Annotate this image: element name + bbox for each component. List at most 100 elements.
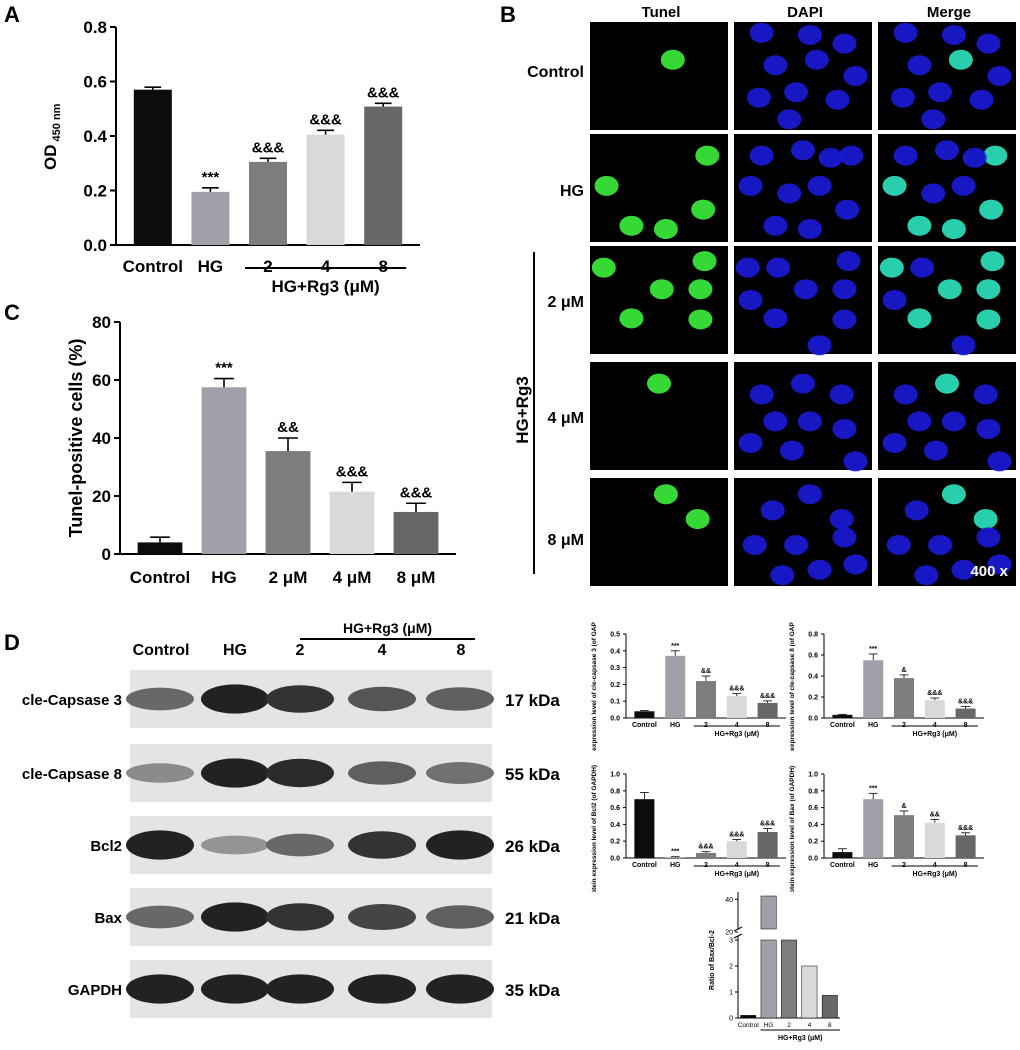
protein-label: cle-Capsase 8 <box>22 766 122 783</box>
row-label-hg: HG <box>560 183 584 200</box>
y-tick-label: 40 <box>92 429 111 448</box>
y-tick-label: 0.2 <box>808 694 818 701</box>
column-header-dapi: DAPI <box>787 4 823 21</box>
nucleus <box>893 22 918 43</box>
nucleus <box>660 49 685 70</box>
significance-label: *** <box>671 643 679 650</box>
y-tick-label: 1 <box>729 990 733 997</box>
x-tick-label: HG <box>764 1022 774 1029</box>
nucleus <box>695 145 720 166</box>
blot-group-label: HG+Rg3 (μM) <box>342 620 433 636</box>
nucleus <box>784 82 809 103</box>
nucleus <box>882 175 907 196</box>
y-tick-label: 80 <box>92 313 111 332</box>
bar-1-upper <box>760 895 777 930</box>
x-tick-label: Control <box>830 722 855 729</box>
protein-label: Bcl2 <box>90 838 122 855</box>
kda-label: 55 kDa <box>505 765 560 784</box>
western-blot-area: cle-Capsase 3 17 kDa cle-Capsase 8 55 kDa Bc… <box>22 670 560 1018</box>
blot-band <box>348 831 416 859</box>
bar-2 <box>695 681 717 718</box>
panel-letter-b: B <box>500 2 516 27</box>
nucleus <box>976 279 1001 300</box>
y-tick-label: 20 <box>725 930 733 937</box>
significance-label: & <box>901 667 906 674</box>
nucleus <box>951 175 976 196</box>
nucleus <box>923 440 948 461</box>
y-axis-label: Relative protein expression level of cle… <box>789 622 796 752</box>
bar-4 <box>364 106 403 245</box>
y-tick-label: 0.4 <box>808 673 818 680</box>
nucleus <box>797 484 822 505</box>
row-label-4um: 4 μM <box>547 410 584 427</box>
y-tick-label: 0.0 <box>808 855 818 862</box>
bar-3 <box>924 700 945 718</box>
panel-letter-c: C <box>4 300 20 325</box>
bar-3 <box>726 696 747 718</box>
y-axis-label: Relative protein expression level of Bax… <box>789 766 796 892</box>
nucleus <box>746 87 771 108</box>
nucleus <box>760 500 785 521</box>
nucleus <box>832 33 857 54</box>
blot-band <box>348 904 416 930</box>
microscopy-grid: 400 x <box>590 22 1016 586</box>
nucleus <box>649 279 674 300</box>
nucleus <box>941 484 966 505</box>
significance-label: &&& <box>958 825 973 832</box>
blot-band <box>266 833 334 857</box>
significance-label: && <box>930 811 940 818</box>
blot-band <box>201 684 269 714</box>
x-tick-label: HG <box>670 862 681 869</box>
bar-1 <box>201 387 247 554</box>
nucleus <box>979 199 1004 220</box>
axis-break-mark <box>733 933 743 939</box>
y-axis-label: Relative protein expression level of Bcl… <box>591 765 598 892</box>
bar-3 <box>801 965 818 1019</box>
nucleus <box>976 309 1001 330</box>
protein-label: cle-Capsase 3 <box>22 692 122 709</box>
y-tick-label: 1.0 <box>610 771 620 778</box>
bar-3 <box>726 841 747 858</box>
blot-band <box>201 758 269 788</box>
y-axis-label-sub: 450 nm <box>51 103 63 144</box>
group-label: HG+Rg3 (μM) <box>715 731 760 738</box>
protein-label: GAPDH <box>68 982 122 999</box>
lane-label-control: Control <box>132 642 190 659</box>
nucleus <box>793 279 818 300</box>
nucleus <box>976 418 1001 439</box>
y-tick-label: 0.6 <box>83 72 107 91</box>
y-tick-label: 2 <box>729 964 733 971</box>
nucleus <box>742 534 767 555</box>
micro-image-tunel-row-0 <box>590 22 728 130</box>
panel-letter-d: D <box>4 630 20 655</box>
bar-1 <box>665 857 686 858</box>
kda-label: 17 kDa <box>505 691 560 710</box>
y-tick-label: 0.2 <box>808 839 818 846</box>
x-tick-label: 4 μM <box>333 568 372 587</box>
axis-break-mark <box>733 926 743 932</box>
rg3-group-label: HG+Rg3 <box>513 376 532 444</box>
y-tick-label: 0.6 <box>808 805 818 812</box>
nucleus <box>987 66 1012 86</box>
bar-2 <box>893 678 915 718</box>
bar-4 <box>955 835 976 858</box>
y-tick-label: 0.2 <box>610 682 620 689</box>
nucleus <box>951 335 976 356</box>
x-tick-label: Control <box>123 257 183 276</box>
lane-label-2: 2 <box>295 642 305 659</box>
nucleus <box>904 500 929 521</box>
nucleus <box>843 451 868 472</box>
nucleus <box>890 87 915 108</box>
nucleus <box>973 509 998 530</box>
nucleus <box>763 55 788 76</box>
nucleus <box>829 384 854 405</box>
nucleus <box>935 140 959 161</box>
y-tick-label: 0.2 <box>610 839 620 846</box>
nucleus <box>921 183 946 204</box>
y-tick-label: 0.8 <box>83 18 107 37</box>
significance-label: &&& <box>252 139 285 156</box>
nucleus <box>829 509 854 530</box>
nucleus <box>735 257 760 278</box>
nucleus <box>807 559 832 580</box>
y-tick-label: 0.8 <box>610 788 620 795</box>
